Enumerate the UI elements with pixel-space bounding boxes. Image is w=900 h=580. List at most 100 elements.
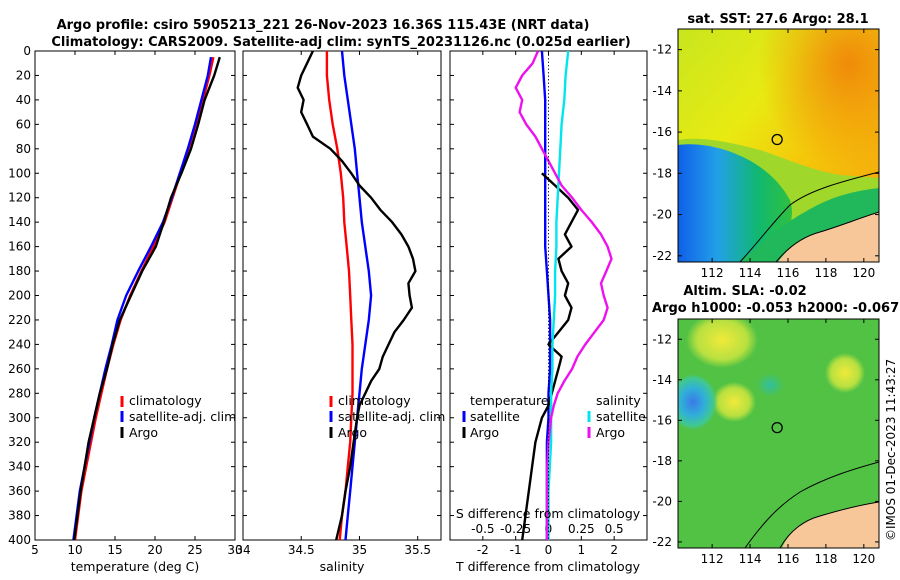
sst-map: -12 -14 -16 -18 -20 -22 112 114 116 118 120 — [652, 28, 880, 280]
depth-tick-label: 140 — [8, 215, 31, 229]
series-salinity-satellite — [547, 51, 570, 540]
imos-credit: ©IMOS 01-Dec-2023 11:43:27 — [884, 359, 898, 541]
lon-tick-label: 114 — [739, 266, 762, 280]
sst-isobath — [739, 171, 879, 262]
x-tick-label: 1 — [578, 543, 586, 557]
depth-tick-label: 320 — [8, 435, 31, 449]
lat-tick-label: -12 — [652, 332, 672, 346]
depth-tick-label: 120 — [8, 191, 31, 205]
sla-land — [782, 502, 879, 548]
title-line-2: Climatology: CARS2009. Satellite-adj cli… — [51, 35, 630, 50]
sla-high-2 — [712, 382, 756, 422]
series-argo — [296, 51, 417, 540]
salinity-xlabel: salinity — [320, 559, 365, 574]
s-difference-xlabel: S difference from climatology — [456, 506, 641, 521]
s-diff-tick-label: 0.25 — [568, 522, 595, 536]
x-tick-label: 34 — [235, 543, 250, 557]
legend-argo: Argo — [129, 425, 158, 440]
x-tick-label: 20 — [147, 543, 162, 557]
argo-location-marker — [771, 421, 783, 434]
s-diff-tick-label: 0.5 — [605, 522, 624, 536]
lon-tick-label: 116 — [777, 552, 800, 566]
depth-tick-label: 80 — [16, 142, 31, 156]
depth-tick-label: 40 — [16, 93, 31, 107]
depth-tick-label: 380 — [8, 509, 31, 523]
sla-map-title-2: Argo h1000: -0.053 h2000: -0.067 — [652, 301, 899, 316]
sla-high-3 — [825, 353, 865, 393]
series-argo — [73, 56, 221, 540]
depth-tick-label: 20 — [16, 68, 31, 82]
depth-tick-label: 0 — [23, 44, 31, 58]
legend-satellite-adj: satellite-adj. clim — [338, 409, 445, 424]
x-tick-label: 34.5 — [288, 543, 315, 557]
x-tick-label: 25 — [187, 543, 202, 557]
legend-t-argo: Argo — [470, 425, 499, 440]
legend-s-satellite: satellite — [596, 409, 646, 424]
lat-tick-label: -18 — [652, 454, 672, 468]
title-line-1: Argo profile: csiro 5905213_221 26-Nov-2… — [57, 18, 590, 33]
series-satellite-adj-clim — [340, 51, 373, 540]
sla-map: -12 -14 -16 -18 -20 -22 112 114 116 118 120 — [652, 318, 880, 566]
sla-high-1 — [686, 319, 758, 368]
depth-tick-label: 280 — [8, 386, 31, 400]
depth-tick-label: 360 — [8, 484, 31, 498]
depth-tick-label: 220 — [8, 313, 31, 327]
lat-tick-label: -22 — [652, 249, 672, 263]
sst-cool-region — [678, 144, 792, 262]
lat-tick-label: -18 — [652, 166, 672, 180]
sla-map-frame — [677, 318, 880, 549]
sst-map-frame — [677, 28, 880, 263]
s-diff-tick-label: -0.5 — [471, 522, 494, 536]
depth-tick-label: 260 — [8, 362, 31, 376]
sla-low-2 — [756, 373, 784, 397]
sla-map-axes: -12 -14 -16 -18 -20 -22 112 114 116 118 120 — [652, 319, 879, 566]
x-tick-label: 15 — [107, 543, 122, 557]
lon-tick-label: 112 — [701, 552, 724, 566]
lat-tick-label: -14 — [652, 373, 672, 387]
depth-tick-label: 100 — [8, 166, 31, 180]
depth-tick-label: 300 — [8, 411, 31, 425]
sst-map-title: sat. SST: 27.6 Argo: 28.1 — [687, 12, 868, 27]
x-tick-label: 0 — [545, 543, 553, 557]
legend-climatology: climatology — [129, 393, 202, 408]
sst-land — [778, 212, 879, 262]
depth-tick-label: 160 — [8, 240, 31, 254]
lat-tick-label: -20 — [652, 208, 672, 222]
argo-location-marker — [771, 133, 783, 146]
legend-argo: Argo — [338, 425, 367, 440]
x-tick-label: 30 — [227, 543, 242, 557]
x-tick-label: 35.5 — [404, 543, 431, 557]
x-tick-label: 5 — [31, 543, 39, 557]
series-climatology — [325, 51, 354, 540]
legend-satellite-adj: satellite-adj. clim — [129, 409, 236, 424]
lat-tick-label: -20 — [652, 494, 672, 508]
lat-tick-label: -14 — [652, 84, 672, 98]
x-tick-label: 10 — [67, 543, 82, 557]
temperature-xlabel: temperature (deg C) — [71, 559, 200, 574]
legend-s-argo: Argo — [596, 425, 625, 440]
lat-tick-label: -16 — [652, 413, 672, 427]
temperature-legend: climatology satellite-adj. clim Argo — [120, 393, 236, 440]
series-salinity-argo — [514, 51, 613, 540]
temperature-x-axis: 5 10 15 20 25 30 — [31, 51, 243, 557]
t-difference-xlabel: T difference from climatology — [455, 559, 641, 574]
lon-tick-label: 118 — [814, 552, 837, 566]
temperature-panel-frame — [34, 50, 236, 541]
difference-legend: temperature satellite Argo salinity sate… — [462, 393, 646, 440]
sst-map-axes: -12 -14 -16 -18 -20 -22 112 114 116 118 120 — [652, 29, 879, 280]
legend-climatology: climatology — [338, 393, 411, 408]
sla-low-1 — [678, 374, 717, 430]
sla-map-title-1: Altim. SLA: -0.02 — [683, 284, 806, 299]
lon-tick-label: 114 — [739, 552, 762, 566]
salinity-legend: climatology satellite-adj. clim Argo — [329, 393, 445, 440]
lon-tick-label: 116 — [777, 266, 800, 280]
legend-temperature-heading: temperature — [470, 393, 549, 408]
lon-tick-label: 118 — [814, 266, 837, 280]
depth-tick-label: 400 — [8, 533, 31, 547]
depth-tick-label: 200 — [8, 289, 31, 303]
x-tick-label: -1 — [510, 543, 522, 557]
sla-isobath — [744, 461, 879, 548]
lon-tick-label: 112 — [701, 266, 724, 280]
